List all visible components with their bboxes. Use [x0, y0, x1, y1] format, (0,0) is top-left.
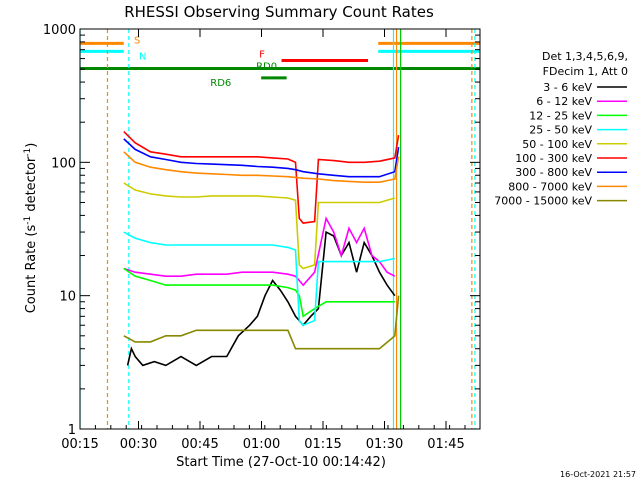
x-tick-label: 01:45: [427, 437, 464, 452]
flag-label: S: [134, 35, 140, 46]
legend-entry-label: 6 - 12 keV: [536, 95, 592, 108]
legend-entry-label: 25 - 50 keV: [529, 124, 592, 137]
series-line-0: [126, 230, 396, 367]
flag-label: N: [139, 51, 146, 62]
legend-entry-label: 100 - 300 keV: [515, 152, 592, 165]
x-tick-label: 00:30: [120, 437, 157, 452]
legend-entry-label: 300 - 800 keV: [515, 166, 592, 179]
y-tick-label: 10: [59, 290, 76, 305]
y-axis-label-sup2: -1: [23, 148, 33, 157]
y-axis-label-mid: detector: [24, 156, 39, 216]
y-tick-label: 1000: [43, 23, 76, 38]
legend-entry-label: 7000 - 15000 keV: [494, 195, 592, 208]
y-axis-label-end: ): [24, 143, 39, 148]
x-axis: 00:15 00:30 00:45 01:00 01:15 01:30 01:45: [61, 29, 466, 452]
y-axis-label: Count Rate (s-1 detector-1): [23, 143, 39, 314]
x-tick-label: 01:30: [366, 437, 403, 452]
legend-entry-label: 12 - 25 keV: [529, 109, 592, 122]
x-tick-label: 00:45: [181, 437, 218, 452]
series-line-7: [123, 151, 400, 183]
series-line-5: [123, 131, 400, 224]
series-line-8: [123, 295, 400, 350]
series-line-3: [123, 231, 395, 327]
series-line-4: [123, 182, 396, 270]
x-tick-label: 01:00: [243, 437, 280, 452]
y-axis-label-sup: -1: [23, 216, 33, 225]
flag-label: RD6: [210, 78, 231, 89]
flag-label: RD0: [256, 62, 277, 73]
y-axis-label-main: Count Rate (s: [24, 225, 39, 314]
y-axis: 1 10 100 1000: [43, 23, 480, 438]
x-tick-label: 01:15: [304, 437, 341, 452]
chart-title: RHESSI Observing Summary Count Rates: [124, 3, 434, 21]
y-tick-label: 1: [68, 423, 76, 438]
legend-entry-label: 50 - 100 keV: [522, 138, 592, 151]
legend-entry-label: 800 - 7000 keV: [508, 180, 592, 193]
series-line-2: [123, 267, 395, 318]
legend: Det 1,3,4,5,6,9, FDecim 1, Att 0 3 - 6 k…: [494, 50, 628, 208]
series-line-6: [123, 138, 400, 178]
x-axis-label: Start Time (27-Oct-10 00:14:42): [176, 455, 386, 470]
x-tick-label: 00:15: [61, 437, 98, 452]
timestamp: 16-Oct-2021 21:57: [560, 470, 636, 479]
legend-header-line-1: Det 1,3,4,5,6,9,: [542, 50, 628, 63]
flag-label: F: [259, 50, 265, 61]
legend-entry-label: 3 - 6 keV: [543, 81, 592, 94]
y-tick-label: 100: [51, 156, 76, 171]
legend-header-line-2: FDecim 1, Att 0: [543, 65, 628, 78]
plot-area: [80, 29, 480, 429]
